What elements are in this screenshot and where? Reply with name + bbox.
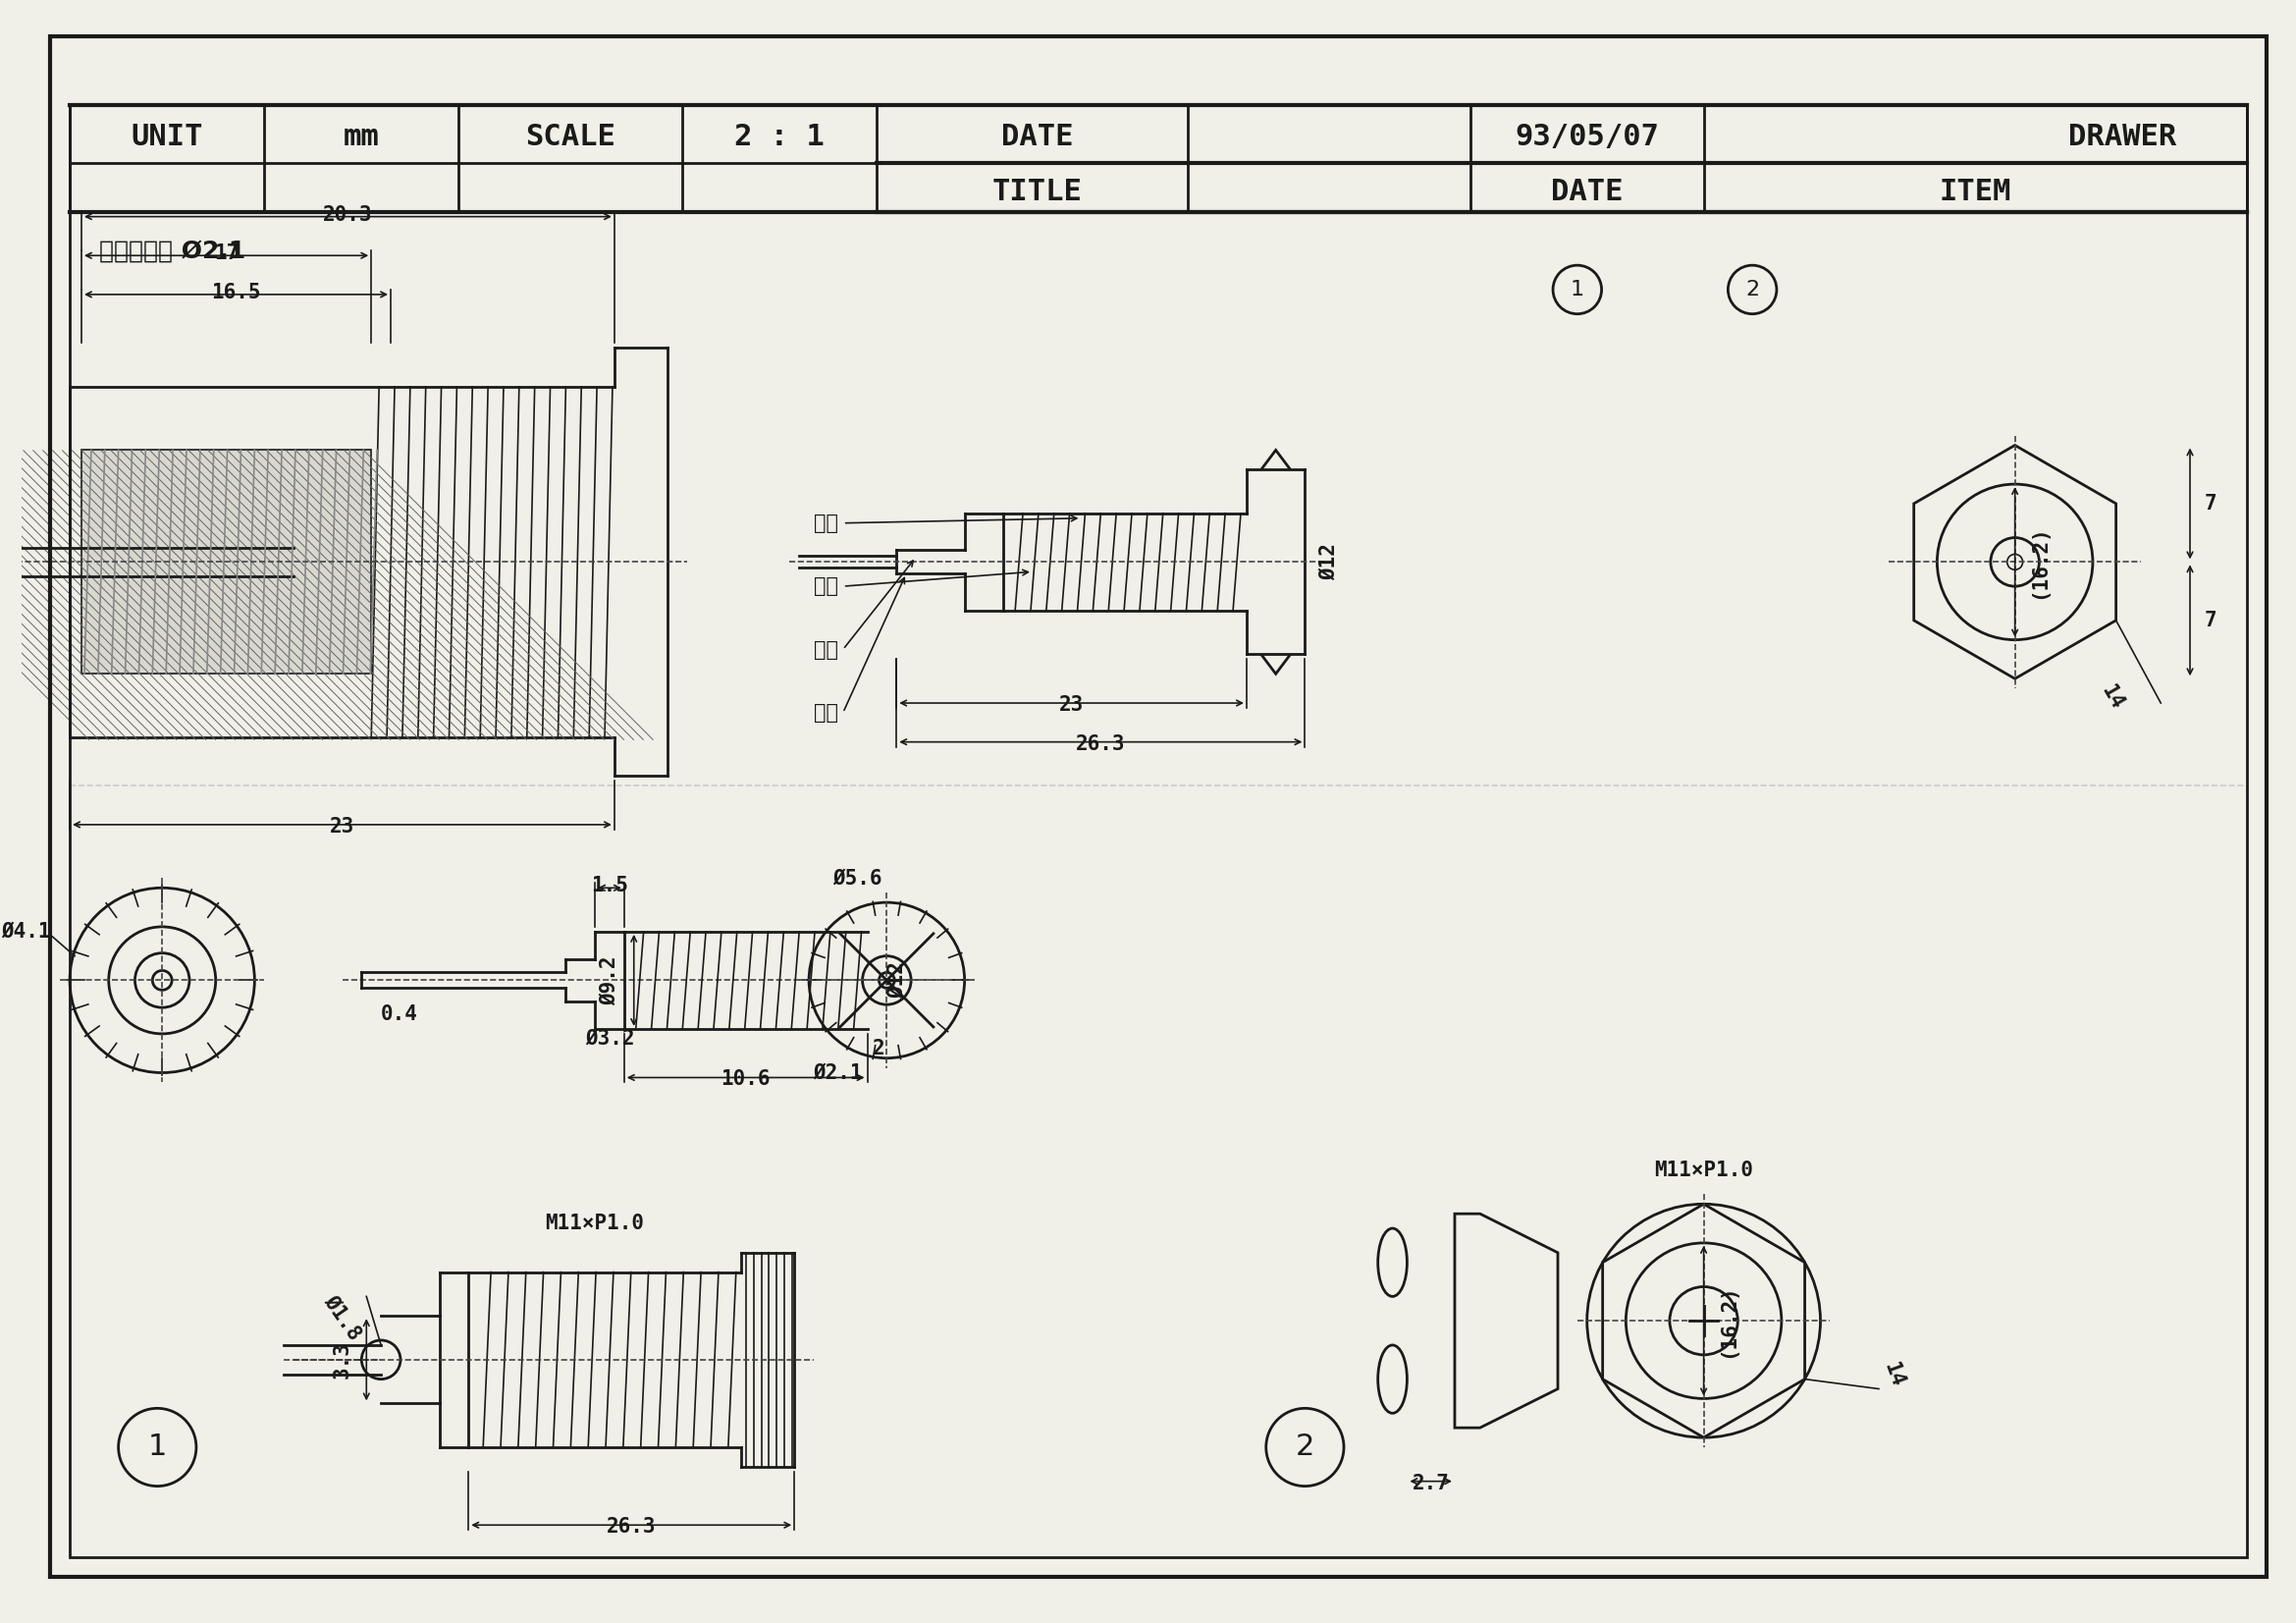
Text: DATE: DATE	[1550, 179, 1623, 206]
Text: 93/05/07: 93/05/07	[1515, 123, 1660, 151]
Text: 16.5: 16.5	[211, 282, 262, 302]
Text: 26.3: 26.3	[1077, 734, 1125, 753]
Text: 無華司中心 Ø2.1: 無華司中心 Ø2.1	[99, 239, 246, 263]
Text: mm: mm	[344, 123, 379, 151]
Text: 23: 23	[1058, 695, 1084, 714]
Text: 1.5: 1.5	[590, 876, 629, 896]
Text: M11×P1.0: M11×P1.0	[546, 1214, 645, 1233]
Text: 外管: 外管	[813, 513, 838, 532]
Text: (16.2): (16.2)	[1717, 1284, 1738, 1358]
Text: 26.3: 26.3	[606, 1518, 657, 1537]
Text: 23: 23	[331, 816, 354, 836]
Text: 1: 1	[147, 1433, 168, 1461]
Text: 7: 7	[2204, 493, 2218, 513]
Text: Ø5.6: Ø5.6	[833, 868, 882, 888]
Text: Ø1.8: Ø1.8	[319, 1292, 365, 1344]
Text: Ø12: Ø12	[886, 962, 907, 998]
Text: DRAWER: DRAWER	[2069, 123, 2177, 151]
Text: 20.3: 20.3	[324, 204, 372, 224]
Text: 17: 17	[214, 243, 239, 263]
Text: 2: 2	[872, 1039, 884, 1058]
Text: 2 : 1: 2 : 1	[735, 123, 824, 151]
Text: 1: 1	[1570, 279, 1584, 299]
Text: TITLE: TITLE	[992, 179, 1084, 206]
Text: M11×P1.0: M11×P1.0	[1653, 1160, 1754, 1180]
Text: 14: 14	[1880, 1358, 1906, 1389]
Text: Ø12: Ø12	[1320, 544, 1339, 581]
Text: 7: 7	[2204, 610, 2218, 630]
Text: (16.2): (16.2)	[2030, 524, 2048, 599]
Text: Ø9.2: Ø9.2	[599, 956, 620, 1005]
Text: SCALE: SCALE	[526, 123, 615, 151]
Text: ITEM: ITEM	[1940, 179, 2011, 206]
Text: 燊片: 燊片	[813, 703, 838, 722]
Text: 2.7: 2.7	[1412, 1474, 1449, 1493]
Text: 10.6: 10.6	[721, 1070, 771, 1089]
Text: Ø2.1: Ø2.1	[813, 1063, 863, 1083]
Text: 絕繘: 絕繘	[813, 576, 838, 596]
Text: Ø3.2: Ø3.2	[585, 1029, 634, 1048]
Text: 2: 2	[1745, 279, 1759, 299]
Text: 3.3: 3.3	[333, 1341, 351, 1378]
Text: 2: 2	[1295, 1433, 1313, 1461]
Bar	[80, 450, 372, 674]
Text: DATE: DATE	[1001, 123, 1075, 151]
Text: Ø4.1: Ø4.1	[0, 922, 51, 941]
Text: 0.4: 0.4	[381, 1005, 418, 1024]
Text: UNIT: UNIT	[131, 123, 202, 151]
Text: 14: 14	[2099, 682, 2126, 712]
Text: 中心: 中心	[813, 639, 838, 659]
